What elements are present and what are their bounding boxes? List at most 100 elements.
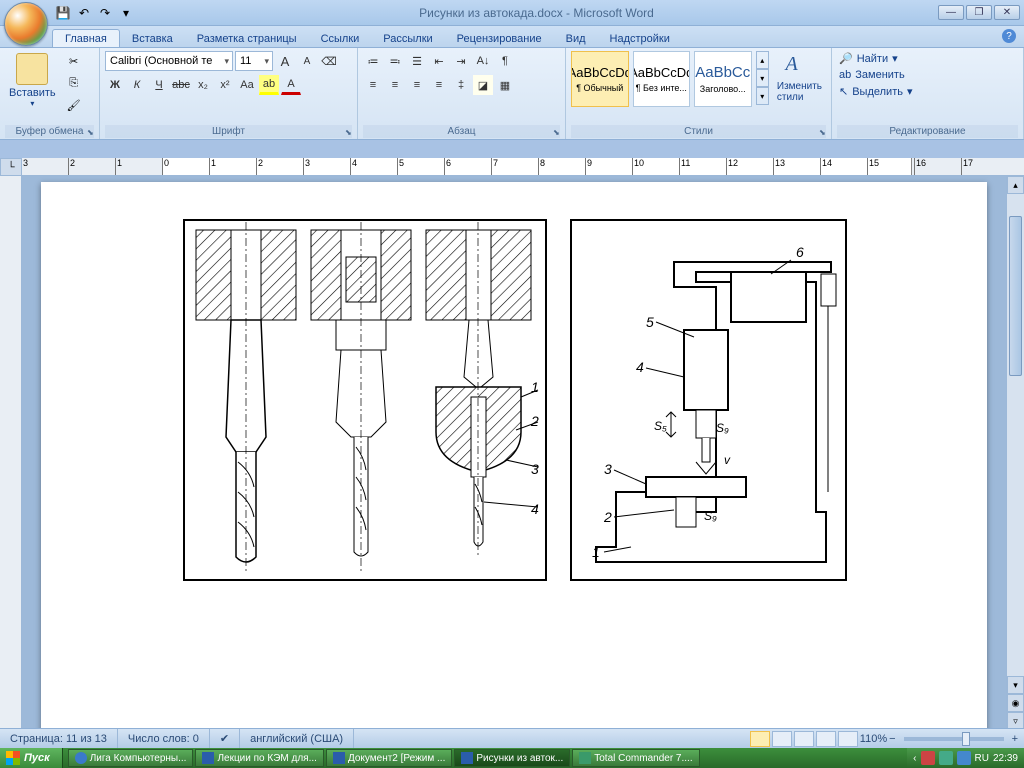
paragraph-launcher-icon[interactable]: ⬊ [553,128,563,138]
underline-button[interactable]: Ч [149,75,169,95]
styles-expand-icon[interactable]: ▾ [756,87,769,105]
view-draft[interactable] [838,731,858,747]
vertical-ruler[interactable] [0,176,22,748]
font-family-combo[interactable]: Calibri (Основной те [105,51,233,71]
task-item-3[interactable]: Документ2 [Режим ... [326,749,452,767]
superscript-button[interactable]: x² [215,75,235,95]
tray-clock[interactable]: 22:39 [993,753,1018,764]
tab-page-layout[interactable]: Разметка страницы [185,30,309,47]
chevron-up-icon[interactable]: ▴ [756,51,769,69]
tab-selector[interactable]: └ [0,158,22,176]
bold-button[interactable]: Ж [105,75,125,95]
replace-button[interactable]: abЗаменить [837,68,915,82]
grow-font-button[interactable]: A [275,51,295,71]
tray-language[interactable]: RU [975,753,989,764]
zoom-level[interactable]: 110% [860,733,887,745]
tray-expand-icon[interactable]: ‹ [913,753,916,764]
show-marks-button[interactable]: ¶ [495,51,515,71]
style-heading[interactable]: AaBbCc Заголово... [694,51,752,107]
find-button[interactable]: 🔎Найти ▾ [837,51,915,66]
zoom-slider[interactable] [904,737,1004,741]
help-icon[interactable]: ? [1002,29,1016,43]
tab-home[interactable]: Главная [52,29,120,47]
copy-icon[interactable]: ⎘ [64,73,84,93]
qat-dropdown-icon[interactable]: ▾ [117,4,135,22]
borders-button[interactable]: ▦ [495,75,515,95]
format-painter-icon[interactable]: 🖌 [64,95,84,115]
status-page[interactable]: Страница: 11 из 13 [0,729,118,748]
paste-button[interactable]: Вставить▾ [5,51,60,110]
prev-page-icon[interactable]: ◉ [1007,694,1024,712]
zoom-in-button[interactable]: + [1012,733,1018,745]
zoom-out-button[interactable]: − [889,733,895,745]
horizontal-ruler[interactable]: 32101234567891011121314151617 [22,158,1024,176]
tab-insert[interactable]: Вставка [120,30,185,47]
undo-icon[interactable]: ↶ [75,4,93,22]
highlight-button[interactable]: ab [259,75,279,95]
redo-icon[interactable]: ↷ [96,4,114,22]
document-page[interactable]: 1 2 3 4 [41,182,987,748]
technical-drawing: 1 2 3 4 [176,212,856,587]
align-center-button[interactable]: ≡ [385,75,405,95]
change-styles-button[interactable]: A Изменить стили [773,51,826,105]
shading-button[interactable]: ◪ [473,75,493,95]
minimize-button[interactable]: — [938,5,964,20]
font-color-button[interactable]: A [281,75,301,95]
scroll-down-icon[interactable]: ▾ [1007,676,1024,694]
align-right-button[interactable]: ≡ [407,75,427,95]
view-web[interactable] [794,731,814,747]
tray-icon-3[interactable] [957,751,971,765]
justify-button[interactable]: ≡ [429,75,449,95]
view-outline[interactable] [816,731,836,747]
status-spellcheck-icon[interactable]: ✔ [210,729,240,748]
font-launcher-icon[interactable]: ⬊ [345,128,355,138]
tray-icon-2[interactable] [939,751,953,765]
style-normal[interactable]: AaBbCcDd ¶ Обычный [571,51,629,107]
task-item-1[interactable]: Лига Компьютерны... [68,749,194,767]
vertical-scrollbar[interactable]: ▴ ▾ ◉ ▿ [1006,176,1024,730]
styles-launcher-icon[interactable]: ⬊ [819,128,829,138]
numbering-button[interactable]: ≕ [385,51,405,71]
task-item-4[interactable]: Рисунки из авток... [454,749,570,767]
tray-icon-1[interactable] [921,751,935,765]
tab-review[interactable]: Рецензирование [445,30,554,47]
view-full-screen[interactable] [772,731,792,747]
font-size-combo[interactable]: 11 [235,51,273,71]
tab-addins[interactable]: Надстройки [598,30,682,47]
multilevel-button[interactable]: ☰ [407,51,427,71]
scroll-thumb[interactable] [1009,216,1022,376]
close-button[interactable]: ✕ [994,5,1020,20]
align-left-button[interactable]: ≡ [363,75,383,95]
clipboard-launcher-icon[interactable]: ⬊ [87,128,97,138]
italic-button[interactable]: К [127,75,147,95]
start-button[interactable]: Пуск [0,748,63,768]
strike-button[interactable]: abc [171,75,191,95]
line-spacing-button[interactable]: ‡ [451,75,471,95]
subscript-button[interactable]: x₂ [193,75,213,95]
outdent-button[interactable]: ⇤ [429,51,449,71]
select-button[interactable]: ↖Выделить ▾ [837,84,915,99]
restore-button[interactable]: ❐ [966,5,992,20]
status-words[interactable]: Число слов: 0 [118,729,210,748]
system-tray[interactable]: ‹ RU 22:39 [907,748,1024,768]
styles-scroller[interactable]: ▴ ▾ ▾ [756,51,769,105]
chevron-down-icon[interactable]: ▾ [756,69,769,87]
view-print-layout[interactable] [750,731,770,747]
save-icon[interactable]: 💾 [54,4,72,22]
tab-view[interactable]: Вид [554,30,598,47]
sort-button[interactable]: A↓ [473,51,493,71]
shrink-font-button[interactable]: A [297,51,317,71]
change-case-button[interactable]: Aa [237,75,257,95]
task-item-2[interactable]: Лекции по КЭМ для... [195,749,323,767]
status-language[interactable]: английский (США) [240,729,354,748]
bullets-button[interactable]: ≔ [363,51,383,71]
task-item-5[interactable]: Total Commander 7.... [572,749,699,767]
scroll-up-icon[interactable]: ▴ [1007,176,1024,194]
cut-icon[interactable]: ✂ [64,51,84,71]
indent-button[interactable]: ⇥ [451,51,471,71]
style-no-spacing[interactable]: AaBbCcDd ¶ Без инте... [633,51,691,107]
office-button[interactable] [4,2,48,46]
clear-format-button[interactable]: ⌫ [319,51,339,71]
tab-references[interactable]: Ссылки [309,30,372,47]
tab-mailings[interactable]: Рассылки [371,30,444,47]
